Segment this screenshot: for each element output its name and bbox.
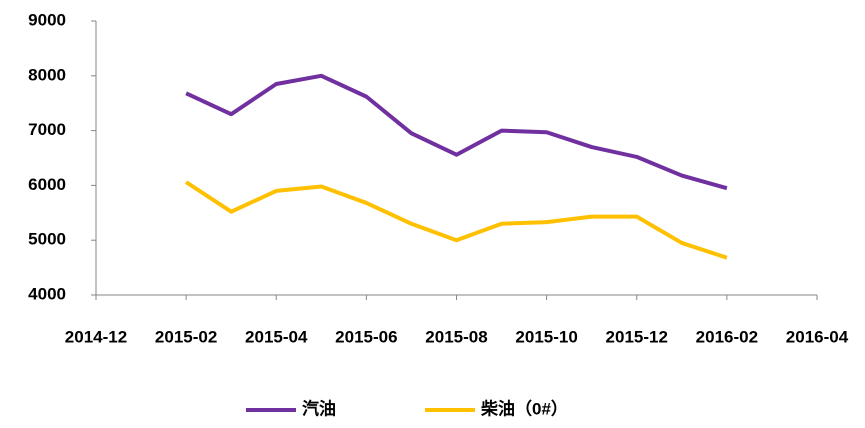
x-tick-label: 2015-06	[335, 327, 397, 346]
x-tick-label: 2015-04	[245, 327, 308, 346]
x-tick-label: 2015-08	[425, 327, 487, 346]
x-tick-label: 2015-12	[606, 327, 668, 346]
x-tick-label: 2016-04	[786, 327, 849, 346]
x-tick-label: 2016-02	[696, 327, 758, 346]
x-tick-label: 2015-10	[515, 327, 577, 346]
legend-label: 柴油（0#）	[480, 398, 568, 418]
y-tick-label: 7000	[28, 120, 66, 139]
line	[185, 180, 728, 260]
y-tick-label: 4000	[28, 284, 66, 303]
y-tick-label: 8000	[28, 65, 66, 84]
legend-label: 汽油	[302, 398, 336, 418]
y-tick-label: 5000	[28, 230, 66, 249]
y-tick-label: 9000	[28, 10, 66, 29]
line	[185, 73, 728, 191]
x-tick-label: 2015-02	[155, 327, 217, 346]
y-tick-label: 6000	[28, 175, 66, 194]
x-tick-label: 2014-12	[65, 327, 127, 346]
